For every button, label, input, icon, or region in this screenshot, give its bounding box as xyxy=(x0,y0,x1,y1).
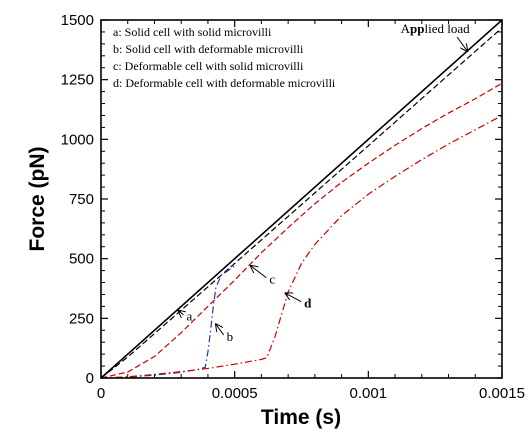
annotation-arrow xyxy=(456,36,467,51)
annotation-c: c xyxy=(269,272,275,287)
annotation-arrow xyxy=(216,324,225,336)
x-tick-label: 0.0015 xyxy=(479,385,525,402)
annotation-applied-load: Applied load xyxy=(401,21,470,36)
x-axis-title: Time (s) xyxy=(261,406,341,429)
y-tick-label: 1500 xyxy=(61,12,94,29)
annotation-layer: Applied load a b c d xyxy=(179,21,470,344)
y-tick-label: 1250 xyxy=(61,72,94,89)
series-layer xyxy=(100,19,503,379)
legend-entry-b: b: Solid cell with deformable microvilli xyxy=(113,42,304,56)
series-line-b xyxy=(100,265,236,379)
series-line-c xyxy=(100,82,503,379)
ticks-layer: 0 0.0005 0.001 0.0015 0 250 500 750 1000 1250 1500 xyxy=(61,12,525,402)
legend: a: Solid cell with solid microvilli b: S… xyxy=(113,25,336,90)
x-tick-label: 0 xyxy=(97,385,105,402)
annotation-b: b xyxy=(227,329,234,344)
annotation-arrow xyxy=(285,293,302,303)
y-tick-label: 500 xyxy=(69,251,94,268)
annotation-a: a xyxy=(187,309,193,324)
series-line-applied-load xyxy=(100,19,503,379)
y-tick-label: 1000 xyxy=(61,131,94,148)
y-axis-title: Force (pN) xyxy=(26,147,49,252)
series-line-d xyxy=(100,114,503,379)
legend-entry-a: a: Solid cell with solid microvilli xyxy=(113,25,272,39)
legend-entry-c: c: Deformable cell with solid microvilli xyxy=(113,59,304,73)
annotation-d: d xyxy=(304,296,312,311)
legend-entry-d: d: Deformable cell with deformable micro… xyxy=(113,76,336,90)
y-tick-label: 0 xyxy=(86,370,94,387)
annotation-arrow xyxy=(179,311,184,315)
y-tick-label: 250 xyxy=(69,310,94,327)
y-tick-label: 750 xyxy=(69,191,94,208)
annotation-arrow xyxy=(251,266,267,279)
x-tick-label: 0.001 xyxy=(350,385,388,402)
x-tick-label: 0.0005 xyxy=(212,385,258,402)
